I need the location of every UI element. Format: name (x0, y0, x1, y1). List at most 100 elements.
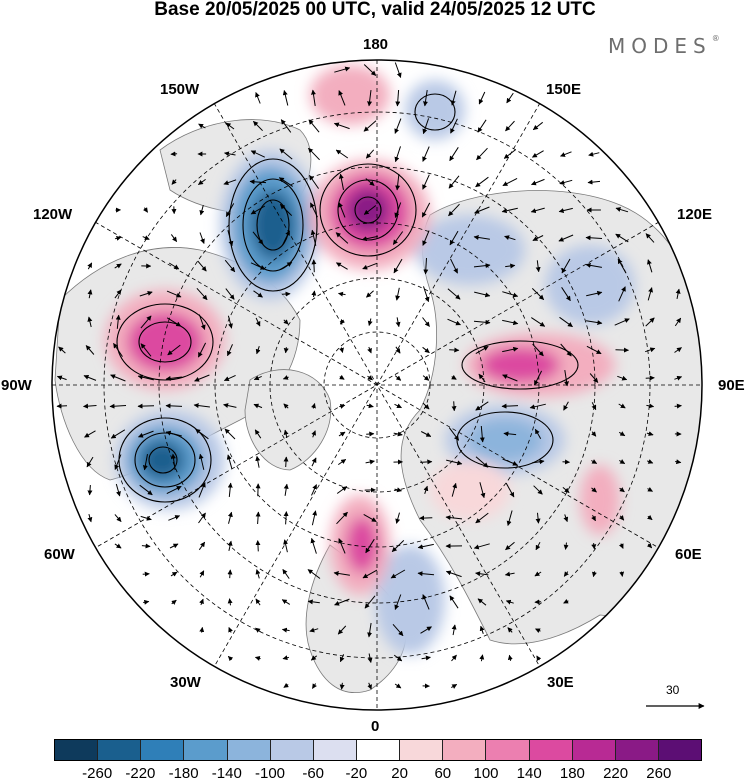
wind-vector (227, 511, 233, 524)
wind-vector (618, 403, 626, 409)
wind-vector (339, 347, 344, 353)
wind-vector (475, 512, 489, 524)
wind-vector (451, 654, 457, 662)
wind-vectors (56, 62, 683, 690)
wind-vector (535, 541, 541, 551)
wind-vector (255, 540, 261, 552)
wind-vector (308, 147, 320, 161)
wind-vector (619, 571, 625, 577)
wind-vector (171, 453, 176, 470)
colorbar-tick-label: -220 (125, 765, 156, 782)
meridian-label-120w: 120W (33, 206, 73, 223)
wind-vector (479, 482, 486, 499)
wind-vector (255, 569, 261, 579)
wind-vector (394, 202, 402, 218)
colorbar (54, 739, 702, 761)
wind-vector (422, 594, 430, 610)
wind-vector (450, 258, 458, 274)
wind-vector (423, 485, 429, 494)
wind-vector (199, 204, 205, 216)
wind-vector (395, 512, 401, 524)
wind-vector (445, 570, 462, 578)
high-anomaly-3-core (480, 347, 560, 383)
colorbar-swatch (98, 740, 142, 760)
wind-vector (282, 230, 290, 246)
wind-vector (394, 62, 402, 78)
colorbar-tick-label: -180 (168, 765, 199, 782)
wind-vector (363, 205, 377, 215)
wind-vector (311, 259, 317, 273)
wind-vector (589, 373, 599, 383)
wind-vector (140, 343, 152, 357)
wind-vector (646, 542, 653, 549)
colorbar-swatch (400, 740, 444, 760)
wind-vector (281, 599, 291, 605)
wind-vector (647, 459, 654, 464)
wind-vector (504, 571, 515, 577)
wind-vector (227, 230, 234, 247)
wind-vector (674, 347, 682, 353)
wind-vector (559, 179, 573, 185)
wind-vector (225, 203, 235, 218)
wind-vector (502, 177, 518, 187)
wind-vector (422, 174, 430, 190)
wind-vector (56, 375, 67, 381)
wind-vector (451, 401, 457, 412)
wind-vector (588, 151, 600, 157)
wind-vector (250, 205, 266, 215)
wind-vector (364, 595, 376, 609)
wind-vector (501, 207, 518, 214)
wind-vector (171, 179, 177, 185)
wind-vector (199, 570, 205, 578)
wind-vector (143, 599, 150, 605)
wind-vector (85, 345, 95, 355)
low-anomaly-4 (415, 215, 525, 285)
wind-vector (338, 431, 346, 437)
high-anomaly-1-core (346, 188, 390, 232)
wind-vector (365, 459, 375, 465)
wind-vector (450, 90, 457, 106)
wind-vector (615, 207, 629, 213)
wind-vector (142, 207, 149, 213)
wind-vector (366, 290, 374, 298)
wind-vector (423, 257, 429, 275)
colorbar-swatch (313, 740, 357, 760)
high-anomaly-5 (310, 65, 390, 125)
wind-vector (255, 346, 261, 355)
wind-vector (423, 90, 428, 107)
wind-vector (502, 346, 519, 353)
wind-vector (591, 459, 598, 464)
wind-vector (614, 318, 630, 326)
colorbar-tick-label: -140 (211, 765, 242, 782)
wind-vector (282, 375, 289, 380)
wind-vector (531, 459, 545, 465)
colorbar-tick-label: 100 (473, 765, 499, 782)
wind-vector (338, 291, 346, 297)
wind-vector (311, 510, 318, 526)
contour-low-1c (256, 199, 290, 251)
wind-vector (504, 235, 516, 241)
wind-vector (479, 625, 485, 634)
wind-vector (199, 232, 205, 244)
wind-vector (507, 627, 513, 633)
high-anomaly-2-core (127, 312, 203, 372)
wind-vector (338, 538, 346, 554)
wind-vector (447, 318, 461, 326)
wind-vector (367, 346, 372, 354)
wind-vector (503, 149, 517, 159)
wind-vector (450, 118, 458, 134)
wind-vector (559, 316, 573, 328)
low-anomaly-2-core (140, 440, 184, 480)
wind-vector (250, 262, 266, 270)
wind-vector (255, 455, 261, 468)
contour-high-1c (354, 196, 382, 224)
wind-vector (422, 230, 430, 246)
wind-vector (587, 179, 601, 185)
meridian-label-150w: 150W (160, 81, 200, 98)
wind-vector (365, 178, 375, 186)
wind-vector (334, 598, 350, 606)
wind-vector (474, 206, 490, 214)
contour-low-2b (134, 432, 196, 488)
high-anomaly-7 (580, 465, 620, 535)
